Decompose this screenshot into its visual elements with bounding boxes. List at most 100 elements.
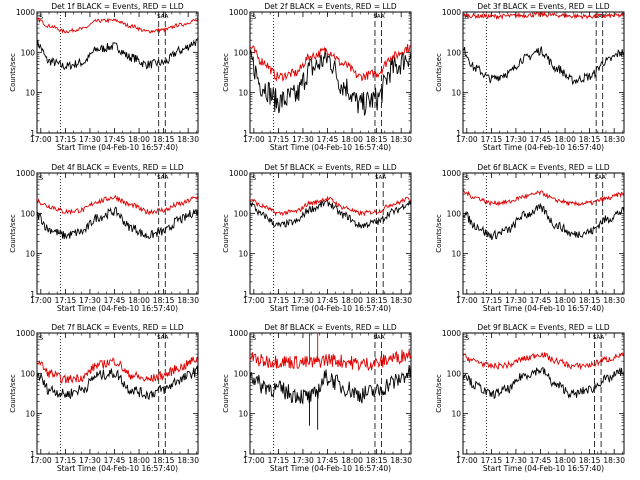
series-line-events <box>36 206 199 240</box>
x-tick-label: 17:15 <box>268 296 290 305</box>
y-tick-label: 1000 <box>229 329 248 338</box>
panel-title: Det 7f BLACK = Events, RED = LLD <box>51 323 184 332</box>
x-axis-label: Start Time (04-Feb-10 16:57:40) <box>57 464 178 473</box>
y-tick-label: 1000 <box>442 169 461 178</box>
x-tick-label: 17:45 <box>530 135 552 144</box>
y-tick-label: 1000 <box>442 8 461 17</box>
x-tick-label: 18:15 <box>579 456 601 465</box>
y-axis-label: Counts/sec <box>222 53 230 92</box>
x-tick-label: 18:15 <box>153 296 175 305</box>
series-line-events <box>462 202 625 241</box>
y-tick-label: 10 <box>451 250 461 259</box>
x-tick-label: 17:45 <box>104 456 126 465</box>
corner-mark-saa: SAA <box>595 14 607 20</box>
plot-frame <box>462 11 625 134</box>
x-tick-label: 18:30 <box>390 296 412 305</box>
y-axis-label: Counts/sec <box>435 214 443 253</box>
corner-mark-s: S <box>252 174 256 182</box>
corner-mark-saa: SAA <box>373 14 385 20</box>
y-tick-label: 10 <box>238 250 248 259</box>
x-tick-label: 17:15 <box>481 456 503 465</box>
y-tick-label: 10 <box>238 410 248 419</box>
x-tick-label: 17:30 <box>505 456 527 465</box>
x-tick-label: 17:15 <box>268 456 290 465</box>
x-tick-label: 17:15 <box>55 296 77 305</box>
y-tick-label: 1 <box>30 129 35 138</box>
x-tick-label: 17:00 <box>30 296 52 305</box>
plot-frame <box>36 332 199 455</box>
panel-title: Det 5f BLACK = Events, RED = LLD <box>264 163 397 172</box>
y-tick-label: 10 <box>25 410 35 419</box>
y-tick-label: 100 <box>234 209 249 218</box>
corner-mark-s: S <box>252 13 256 21</box>
x-tick-label: 18:00 <box>554 296 576 305</box>
x-tick-label: 17:15 <box>481 135 503 144</box>
x-tick-label: 18:00 <box>128 296 150 305</box>
y-tick-label: 10 <box>25 89 35 98</box>
x-tick-label: 17:30 <box>292 456 314 465</box>
series-line-lld <box>249 195 411 217</box>
panel-det-9: Det 9f BLACK = Events, RED = LLD 1 10 100 10… <box>435 323 625 473</box>
y-axis-label: Counts/sec <box>9 53 17 92</box>
corner-mark-saa: SAA <box>593 335 605 341</box>
panel-det-6: Det 6f BLACK = Events, RED = LLD 1 10 100 10… <box>435 163 625 313</box>
series-line-lld <box>462 189 625 207</box>
plot-frame <box>36 172 199 295</box>
x-tick-label: 17:00 <box>30 135 52 144</box>
series-line-events <box>462 46 625 85</box>
x-axis-label: Start Time (04-Feb-10 16:57:40) <box>483 143 604 152</box>
series-line-events <box>249 198 412 229</box>
x-tick-label: 17:45 <box>104 296 126 305</box>
plot-frame <box>36 11 199 134</box>
y-tick-label: 1 <box>456 450 461 459</box>
y-tick-label: 1000 <box>229 169 248 178</box>
corner-mark-saa: SAA <box>373 335 385 341</box>
y-tick-label: 100 <box>21 48 36 57</box>
x-axis-label: Start Time (04-Feb-10 16:57:40) <box>483 304 604 313</box>
corner-mark-s: S <box>252 334 256 342</box>
x-tick-label: 18:15 <box>579 135 601 144</box>
panel-title: Det 1f BLACK = Events, RED = LLD <box>51 2 184 11</box>
x-tick-label: 17:30 <box>79 135 101 144</box>
panel-title: Det 9f BLACK = Events, RED = LLD <box>477 323 610 332</box>
x-tick-label: 17:00 <box>243 456 265 465</box>
panel-det-2: Det 2f BLACK = Events, RED = LLD 1 10 100 10… <box>222 2 412 152</box>
panel-det-7: Det 7f BLACK = Events, RED = LLD 1 10 100 10… <box>9 323 199 473</box>
x-tick-label: 18:30 <box>177 456 199 465</box>
x-tick-label: 17:00 <box>30 456 52 465</box>
x-tick-label: 17:15 <box>268 135 290 144</box>
y-tick-label: 10 <box>451 410 461 419</box>
series-line-lld <box>36 194 199 216</box>
x-tick-label: 17:45 <box>530 296 552 305</box>
x-tick-label: 18:15 <box>153 135 175 144</box>
series-line-lld <box>249 44 412 82</box>
y-tick-label: 100 <box>447 209 462 218</box>
x-tick-label: 18:00 <box>554 135 576 144</box>
series-line-lld <box>462 352 625 371</box>
series-line-lld <box>249 349 412 372</box>
series-line-events <box>249 48 412 116</box>
plot-frame <box>249 332 412 455</box>
y-tick-label: 100 <box>21 209 36 218</box>
y-tick-label: 1 <box>243 290 248 299</box>
x-axis-label: Start Time (04-Feb-10 16:57:40) <box>483 464 604 473</box>
panel-det-5: Det 5f BLACK = Events, RED = LLD 1 10 100 10… <box>222 163 412 313</box>
y-tick-label: 1 <box>30 290 35 299</box>
x-tick-label: 18:00 <box>341 296 363 305</box>
x-tick-label: 18:30 <box>177 135 199 144</box>
x-axis-label: Start Time (04-Feb-10 16:57:40) <box>57 143 178 152</box>
series-line-events <box>36 38 199 71</box>
x-tick-label: 17:15 <box>55 135 77 144</box>
panel-title: Det 8f BLACK = Events, RED = LLD <box>264 323 397 332</box>
y-tick-label: 100 <box>447 48 462 57</box>
y-tick-label: 100 <box>21 369 36 378</box>
x-tick-label: 17:15 <box>481 296 503 305</box>
y-tick-label: 1000 <box>229 8 248 17</box>
x-tick-label: 18:00 <box>341 456 363 465</box>
x-axis-label: Start Time (04-Feb-10 16:57:40) <box>57 304 178 313</box>
y-tick-label: 100 <box>447 369 462 378</box>
y-tick-label: 1000 <box>16 169 35 178</box>
corner-mark-saa: SAA <box>157 335 169 341</box>
series-line-lld <box>36 17 199 34</box>
